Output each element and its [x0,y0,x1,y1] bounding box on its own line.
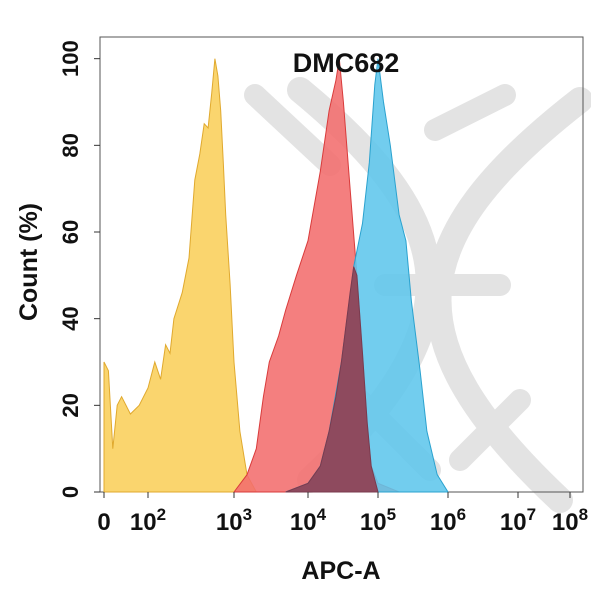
axis-layer: 0 20 40 60 80 100 0 102 103 104 105 106 107 108 [58,40,588,536]
histogram-series-1 [103,58,258,493]
x-axis-label: APC-A [301,557,380,585]
x-tick-label: 107 [500,505,536,536]
x-tick-label: 108 [552,505,588,536]
y-axis-label: Count (%) [15,203,43,321]
histogram-series-4 [285,266,379,493]
chart-title: DMC682 [293,48,400,78]
watermark-rung [244,84,341,176]
x-tick-label: 0 [97,509,110,536]
x-tick-label: 103 [216,505,252,536]
watermark-rung [424,84,516,141]
x-tick-label: 102 [130,505,166,536]
y-tick-label: 100 [58,40,83,77]
watermark-strand [425,87,591,513]
series-layer [103,58,449,493]
x-tick-label: 105 [360,505,396,536]
x-tick-label: 104 [290,505,327,536]
x-tick-label: 106 [430,505,466,536]
plot-area: 0 20 40 60 80 100 0 102 103 104 105 106 107 108 [58,36,588,536]
y-tick-label: 80 [58,133,83,157]
y-tick-label: 20 [58,393,83,417]
y-tick-label: 0 [58,486,83,498]
y-tick-label: 60 [58,220,83,244]
watermark-rung [449,389,531,471]
y-tick-label: 40 [58,306,83,330]
